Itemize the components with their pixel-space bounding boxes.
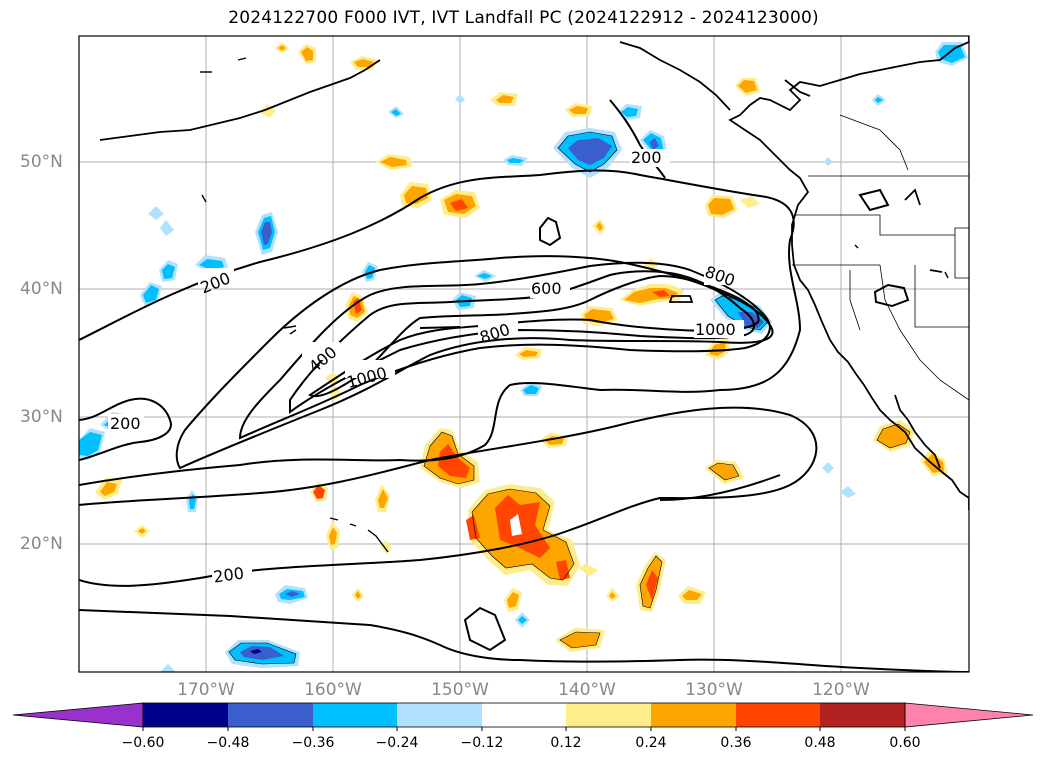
lon-label: 140°W <box>558 680 616 700</box>
colorbar-bin <box>651 703 736 727</box>
colorbar-bin <box>397 703 482 727</box>
contour-label: 1000 <box>695 320 736 339</box>
map-frame <box>78 35 970 673</box>
contour-200-outer <box>79 169 802 486</box>
lon-label: 170°W <box>177 680 235 700</box>
colorbar-tick-label: −0.12 <box>460 735 504 751</box>
colorbar-below-arrow <box>12 702 144 728</box>
lat-label: 50°N <box>20 152 63 172</box>
colorbar-tick-label: −0.48 <box>206 735 250 751</box>
state-borders <box>792 114 969 401</box>
colorbar-tick-label: 0.60 <box>889 735 921 751</box>
colorbar-tick-label: −0.24 <box>375 735 419 751</box>
lon-label: 130°W <box>685 680 743 700</box>
colorbar-bin <box>566 703 651 727</box>
colorbar-tick-label: −0.60 <box>121 735 165 751</box>
lat-label: 30°N <box>20 407 63 427</box>
colorbar-bin <box>482 703 566 727</box>
lon-label: 160°W <box>304 680 362 700</box>
colorbar-above-arrow <box>904 702 1034 728</box>
positive-pc-shading <box>95 42 948 652</box>
contour-label: 600 <box>531 279 562 298</box>
lat-label: 40°N <box>20 279 63 299</box>
contour-800 <box>289 270 755 414</box>
lon-label: 120°W <box>812 680 870 700</box>
negative-pc-shading <box>79 42 968 672</box>
colorbar-bin <box>143 703 228 727</box>
colorbar <box>12 702 1034 731</box>
contour-400 <box>175 255 774 470</box>
colorbar-bin <box>228 703 313 727</box>
lat-label: 20°N <box>20 534 63 554</box>
contour-200-ne <box>609 99 666 179</box>
lon-label: 150°W <box>431 680 489 700</box>
islands <box>200 57 949 553</box>
colorbar-tick-label: −0.36 <box>291 735 335 751</box>
colorbar-tick-label: 0.24 <box>635 735 667 751</box>
map-title: 2024122700 F000 IVT, IVT Landfall PC (20… <box>228 8 819 28</box>
colorbar-tick-label: 0.48 <box>804 735 836 751</box>
ivt-contours <box>79 99 969 672</box>
colorbar-tick-label: 0.12 <box>550 735 582 751</box>
contour-200-south <box>79 406 818 587</box>
contour-label: 200 <box>110 414 141 433</box>
contour-label: 200 <box>631 148 662 167</box>
colorbar-bin <box>820 703 905 727</box>
colorbar-bin <box>313 703 397 727</box>
contour-labels: 200 200 200 200 400 600 800 800 1000 100… <box>108 148 744 587</box>
colorbar-bin <box>736 703 820 727</box>
coastlines <box>99 36 969 510</box>
contour-600 <box>238 261 771 440</box>
colorbar-tick-label: 0.36 <box>720 735 752 751</box>
contour-200-west <box>79 397 172 461</box>
contour-label: 200 <box>212 563 245 586</box>
